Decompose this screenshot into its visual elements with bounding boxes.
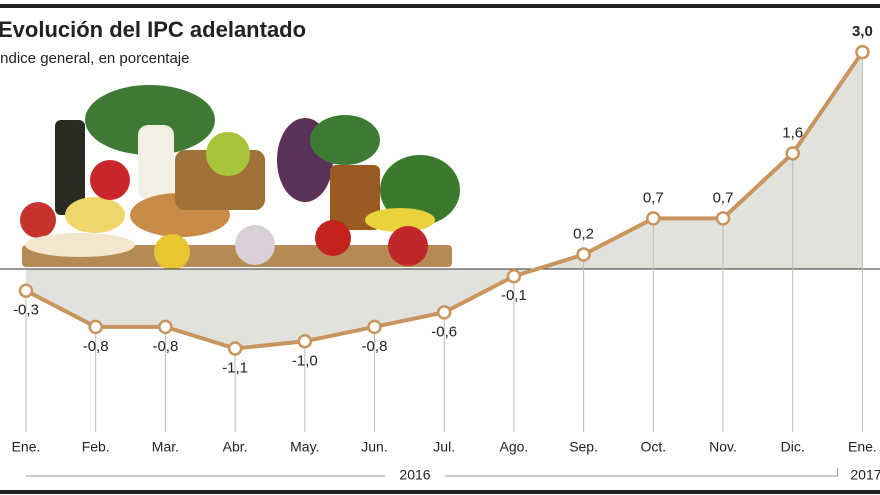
- point: [436, 305, 452, 320]
- food-illustration: [20, 85, 460, 270]
- value-label: 0,2: [573, 226, 594, 243]
- value-label: 0,7: [713, 189, 734, 206]
- point: [646, 211, 661, 226]
- point: [88, 319, 103, 335]
- point: [855, 44, 870, 60]
- value-label: -1,1: [222, 359, 248, 376]
- value-label: -0,3: [13, 302, 39, 319]
- value-label: -0,8: [152, 338, 178, 355]
- value-label: -0,1: [501, 287, 527, 304]
- point: [227, 341, 243, 356]
- x-tick-label: Jun.: [361, 439, 387, 455]
- point: [506, 268, 522, 284]
- area: [26, 52, 863, 349]
- x-tick-label: Ene.: [12, 439, 41, 455]
- point: [367, 319, 382, 335]
- value-label: 3,0: [852, 23, 873, 40]
- chart-subtitle: Índice general, en porcentaje: [0, 50, 189, 67]
- year-label: 2017: [850, 467, 880, 483]
- x-tick-label: Sep.: [569, 439, 598, 455]
- x-tick-label: Jul.: [433, 439, 455, 455]
- chart-title: Evolución del IPC adelantado: [0, 17, 306, 42]
- plot-layer: -0,3 Ene. -0,8 Feb. -0,8 Mar. -1,1 Abr. -1,0 May.…: [0, 23, 880, 483]
- x-tick-label: May.: [290, 439, 319, 455]
- top-rule: [0, 4, 880, 8]
- x-tick-label: Ago.: [499, 439, 528, 455]
- year-label: 2016: [399, 467, 430, 483]
- point: [297, 334, 313, 349]
- point: [785, 146, 800, 161]
- point: [18, 283, 34, 298]
- value-label: 0,7: [643, 189, 664, 206]
- x-tick-label: Mar.: [152, 439, 179, 455]
- x-tick-label: Ene.: [848, 439, 877, 455]
- value-label: -0,8: [362, 338, 388, 355]
- x-tick-label: Nov.: [709, 439, 737, 455]
- point: [576, 247, 591, 262]
- x-tick-label: Dic.: [781, 439, 805, 455]
- point: [715, 211, 731, 226]
- value-label: -1,0: [292, 352, 318, 369]
- point: [158, 319, 173, 335]
- bottom-rule: [0, 490, 880, 494]
- x-tick-label: Oct.: [640, 439, 666, 455]
- value-label: -0,6: [431, 323, 457, 340]
- value-label: 1,6: [782, 124, 803, 141]
- x-tick-label: Feb.: [82, 439, 110, 455]
- value-label: -0,8: [83, 338, 109, 355]
- x-tick-label: Abr.: [223, 439, 248, 455]
